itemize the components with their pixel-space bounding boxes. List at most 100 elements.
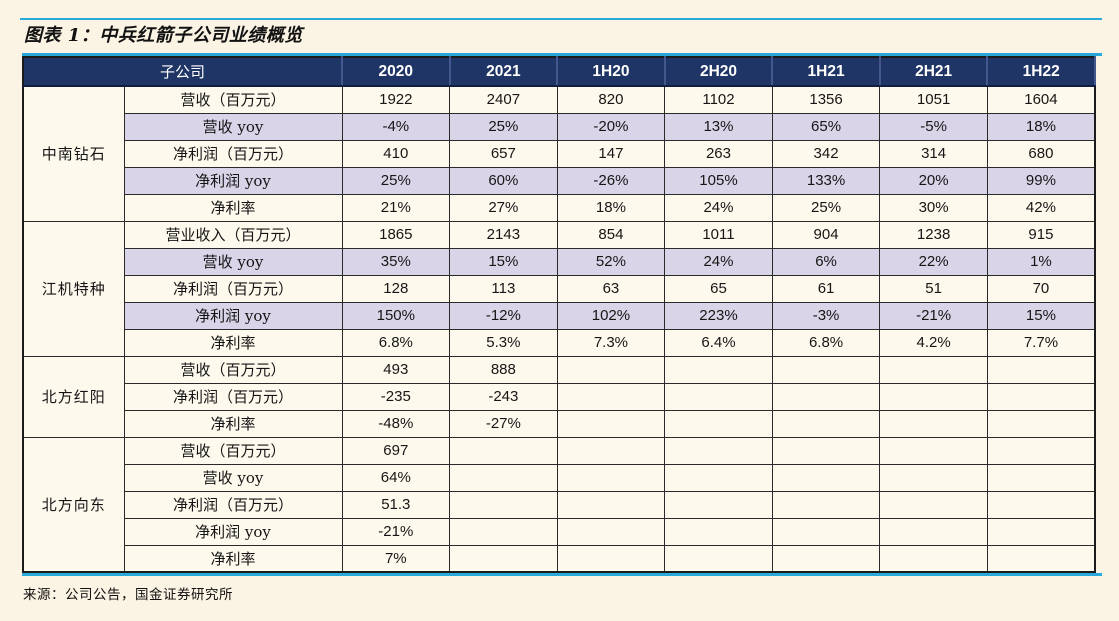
table-row: 净利率 7% xyxy=(23,544,1096,573)
value-cell: 223% xyxy=(664,301,773,330)
value-cell: 904 xyxy=(771,220,881,249)
value-cell: -21% xyxy=(341,517,451,546)
metric-cell: 净利率 xyxy=(123,193,343,222)
value-cell: 1% xyxy=(986,247,1096,276)
value-cell: 21% xyxy=(341,193,451,222)
period-header-cell: 2H20 xyxy=(663,56,774,87)
period-header-cell: 2020 xyxy=(341,56,451,87)
value-cell: 6.4% xyxy=(664,328,773,357)
value-cell: 1922 xyxy=(341,85,451,114)
metric-cell: 净利率 xyxy=(123,409,343,438)
value-cell xyxy=(771,436,881,465)
value-cell: -20% xyxy=(556,112,666,141)
value-cell: 493 xyxy=(341,355,451,384)
table-row: 净利率 21% 27% 18% 24% 25% 30% 42% xyxy=(23,193,1096,222)
value-cell xyxy=(771,544,881,573)
value-cell xyxy=(449,544,558,573)
company-cell: 北方向东 xyxy=(22,436,125,573)
value-cell xyxy=(449,490,558,519)
value-cell: 7.7% xyxy=(986,328,1096,357)
value-cell: -5% xyxy=(879,112,988,141)
metric-cell: 净利润（百万元） xyxy=(123,382,343,411)
value-cell: -243 xyxy=(449,382,558,411)
value-cell: 1238 xyxy=(879,220,988,249)
value-cell xyxy=(556,490,666,519)
value-cell: 99% xyxy=(986,166,1096,195)
table-row: 净利润 yoy -21% xyxy=(23,517,1096,546)
value-cell: 15% xyxy=(449,247,558,276)
value-cell: 697 xyxy=(341,436,451,465)
subsidiary-table-wrap: 子公司 2020 2021 1H20 2H20 1H21 2H21 1H22 中南钻石 营收（百… xyxy=(22,53,1102,576)
value-cell: 5.3% xyxy=(449,328,558,357)
table-row: 中南钻石 营收（百万元） 1922 2407 820 1102 1356 1051 1604 xyxy=(22,85,1096,222)
table-row: 净利润 yoy 150% -12% 102% 223% -3% -21% 15% xyxy=(23,301,1096,330)
top-divider xyxy=(20,18,1102,20)
value-cell: -48% xyxy=(341,409,451,438)
value-cell: 820 xyxy=(556,85,666,114)
value-cell: 147 xyxy=(556,139,666,168)
table-row: 营收 yoy -4% 25% -20% 13% 65% -5% 18% xyxy=(23,112,1096,141)
value-cell: 150% xyxy=(341,301,451,330)
value-cell: 128 xyxy=(341,274,451,303)
value-cell: 60% xyxy=(449,166,558,195)
value-cell xyxy=(556,517,666,546)
metric-cell: 净利润 yoy xyxy=(123,517,343,546)
value-cell xyxy=(771,463,881,492)
value-cell xyxy=(556,436,666,465)
value-cell: 2143 xyxy=(449,220,558,249)
value-cell: -27% xyxy=(449,409,558,438)
value-cell: 30% xyxy=(879,193,988,222)
metric-cell: 净利润 yoy xyxy=(123,301,343,330)
value-cell: 314 xyxy=(879,139,988,168)
figure-title: 图表 1：中兵红箭子公司业绩概览 xyxy=(24,25,303,46)
metric-cell: 营收（百万元） xyxy=(123,355,343,384)
metric-cell: 营收（百万元） xyxy=(123,85,343,114)
metric-cell: 净利率 xyxy=(123,328,343,357)
value-cell xyxy=(879,409,988,438)
value-cell: 342 xyxy=(771,139,881,168)
company-cell: 中南钻石 xyxy=(22,85,125,222)
value-cell: 1011 xyxy=(664,220,773,249)
value-cell xyxy=(771,355,881,384)
metric-cell: 净利润（百万元） xyxy=(123,139,343,168)
value-cell: 680 xyxy=(986,139,1096,168)
metric-cell: 营收（百万元） xyxy=(123,436,343,465)
value-cell xyxy=(771,382,881,411)
value-cell: 63 xyxy=(556,274,666,303)
value-cell xyxy=(879,544,988,573)
value-cell xyxy=(449,517,558,546)
table-row: 净利润（百万元） 51.3 xyxy=(23,490,1096,519)
value-cell xyxy=(556,544,666,573)
table-header-row: 子公司 2020 2021 1H20 2H20 1H21 2H21 1H22 xyxy=(22,56,1096,87)
metric-cell: 净利润 yoy xyxy=(123,166,343,195)
value-cell: 7% xyxy=(341,544,451,573)
value-cell: 15% xyxy=(986,301,1096,330)
value-cell xyxy=(771,490,881,519)
metric-cell: 营业收入（百万元） xyxy=(123,220,343,249)
value-cell: 35% xyxy=(341,247,451,276)
source-note: 来源：公司公告，国金证券研究所 xyxy=(23,587,233,603)
value-cell: 42% xyxy=(986,193,1096,222)
metric-cell: 营收 yoy xyxy=(123,112,343,141)
value-cell xyxy=(664,463,773,492)
table-row: 净利润（百万元） 410 657 147 263 342 314 680 xyxy=(23,139,1096,168)
table-row: 营收 yoy 64% xyxy=(23,463,1096,492)
value-cell: 1865 xyxy=(341,220,451,249)
metric-cell: 净利润（百万元） xyxy=(123,274,343,303)
value-cell: -4% xyxy=(341,112,451,141)
value-cell: 65% xyxy=(771,112,881,141)
value-cell: 113 xyxy=(449,274,558,303)
value-cell xyxy=(879,517,988,546)
table-row: 江机特种 营业收入（百万元） 1865 2143 854 1011 904 1238 915 xyxy=(22,220,1096,357)
period-header-cell: 1H20 xyxy=(556,56,666,87)
company-cell: 北方红阳 xyxy=(22,355,125,438)
value-cell xyxy=(986,355,1096,384)
table-row: 净利率 -48% -27% xyxy=(23,409,1096,438)
value-cell: 70 xyxy=(986,274,1096,303)
value-cell xyxy=(879,463,988,492)
value-cell: 102% xyxy=(556,301,666,330)
value-cell xyxy=(879,436,988,465)
value-cell: -26% xyxy=(556,166,666,195)
value-cell: 27% xyxy=(449,193,558,222)
value-cell xyxy=(879,382,988,411)
